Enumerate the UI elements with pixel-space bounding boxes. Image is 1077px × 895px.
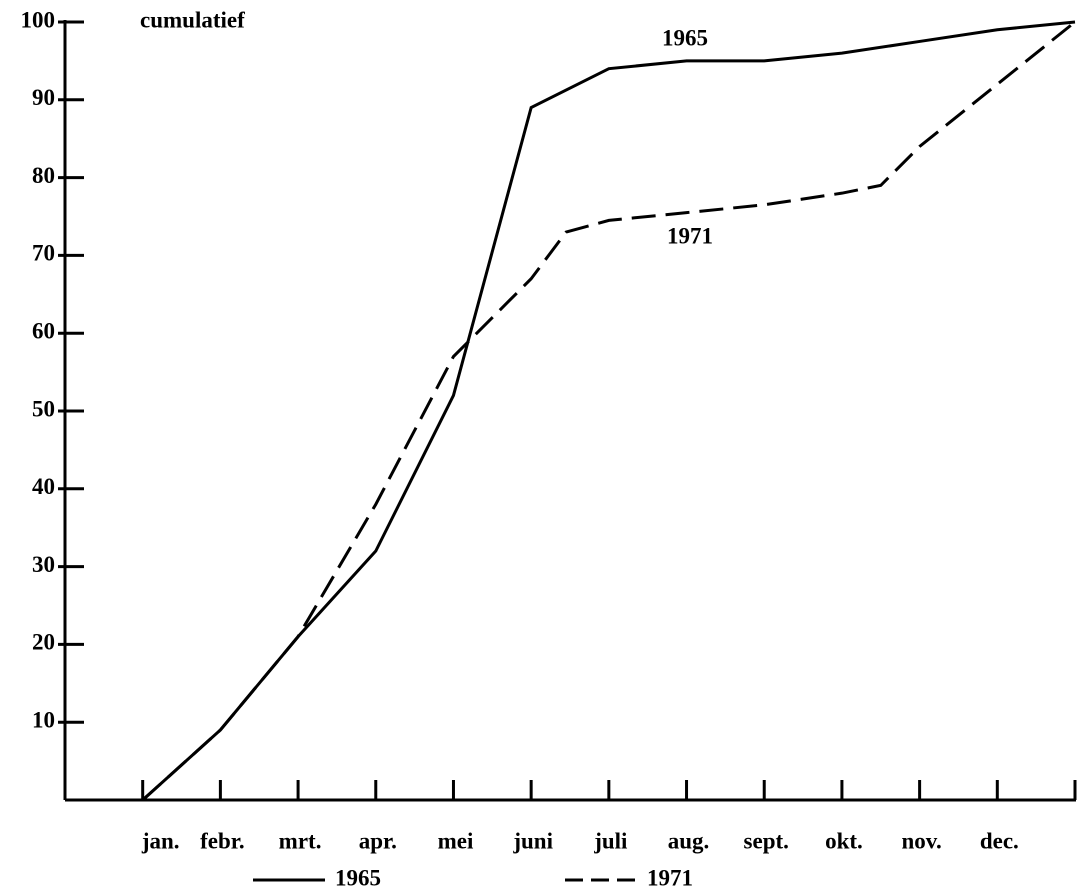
y-tick-label: 100 bbox=[21, 7, 56, 32]
y-tick-label: 60 bbox=[32, 318, 55, 343]
x-tick-label: juli bbox=[593, 828, 628, 853]
line-1971 bbox=[141, 20, 1076, 802]
annotation: cumulatief bbox=[140, 7, 245, 32]
y-tick-label: 20 bbox=[32, 630, 55, 655]
series-label: 1965 bbox=[662, 25, 708, 50]
y-tick-label: 40 bbox=[32, 474, 55, 499]
x-tick-label: dec. bbox=[980, 828, 1019, 853]
x-tick-label: apr. bbox=[359, 828, 397, 853]
y-tick-label: 50 bbox=[32, 396, 55, 421]
y-tick-label: 10 bbox=[32, 707, 55, 732]
series-label: 1971 bbox=[667, 223, 713, 248]
legend-label: 1971 bbox=[647, 865, 693, 890]
x-tick-label: aug. bbox=[668, 828, 710, 853]
y-tick-label: 70 bbox=[32, 241, 55, 266]
x-tick-label: febr. bbox=[200, 828, 245, 853]
x-tick-label: jan. bbox=[141, 828, 180, 853]
line-1965 bbox=[141, 20, 1076, 802]
x-tick-label: mrt. bbox=[279, 828, 322, 853]
x-tick-label: nov. bbox=[901, 828, 941, 853]
y-tick-label: 30 bbox=[32, 552, 55, 577]
x-tick-label: sept. bbox=[744, 828, 789, 853]
x-tick-label: mei bbox=[438, 828, 474, 853]
y-tick-label: 90 bbox=[32, 85, 55, 110]
y-tick-label: 80 bbox=[32, 163, 55, 188]
legend-label: 1965 bbox=[335, 865, 381, 890]
x-tick-label: okt. bbox=[825, 828, 863, 853]
x-tick-label: juni bbox=[512, 828, 553, 853]
